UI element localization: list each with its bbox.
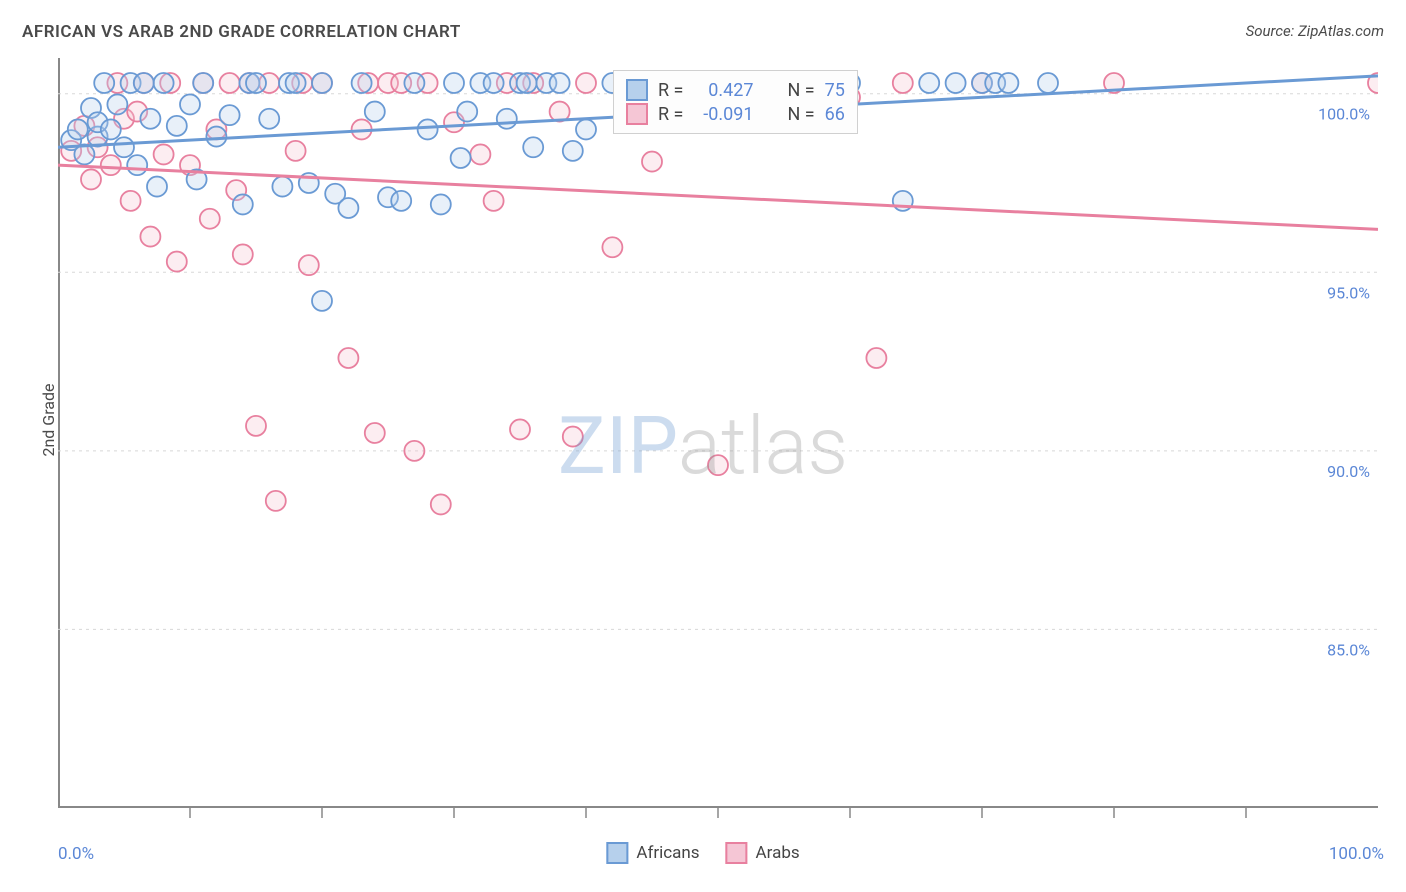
legend-n-value: 75 [825,80,845,101]
legend-swatch [626,103,648,125]
legend-r-label: R = [658,80,683,101]
x-axis-min-label: 0.0% [58,844,94,864]
series-label: Arabs [756,843,800,863]
series-legend-item: Arabs [726,842,800,864]
svg-text:85.0%: 85.0% [1327,640,1370,659]
legend-n-label: N = [787,104,814,125]
scatter-chart-svg: 85.0% 90.0% 95.0% 100.0% [58,58,1378,880]
series-swatch [726,842,748,864]
legend-r-value: 0.427 [693,80,753,101]
chart-title: AFRICAN VS ARAB 2ND GRADE CORRELATION CH… [22,22,461,42]
legend-swatch [626,79,648,101]
legend-n-label: N = [787,80,814,101]
series-swatch [606,842,628,864]
series-label: Africans [636,843,699,863]
series-legend: Africans Arabs [606,842,799,864]
y-axis-label: 2nd Grade [39,383,58,456]
chart-source: Source: ZipAtlas.com [1246,22,1384,40]
svg-text:95.0%: 95.0% [1327,283,1370,302]
legend-stat-row: R = -0.091 N = 66 [626,103,845,125]
correlation-legend-box: R = 0.427 N = 75 R = -0.091 N = 66 [613,70,858,134]
legend-r-label: R = [658,104,683,125]
svg-text:100.0%: 100.0% [1318,105,1370,124]
svg-text:90.0%: 90.0% [1327,462,1370,481]
legend-stat-row: R = 0.427 N = 75 [626,79,845,101]
legend-r-value: -0.091 [693,104,753,125]
series-legend-item: Africans [606,842,699,864]
legend-n-value: 66 [825,104,845,125]
x-axis-max-label: 100.0% [1329,844,1384,864]
